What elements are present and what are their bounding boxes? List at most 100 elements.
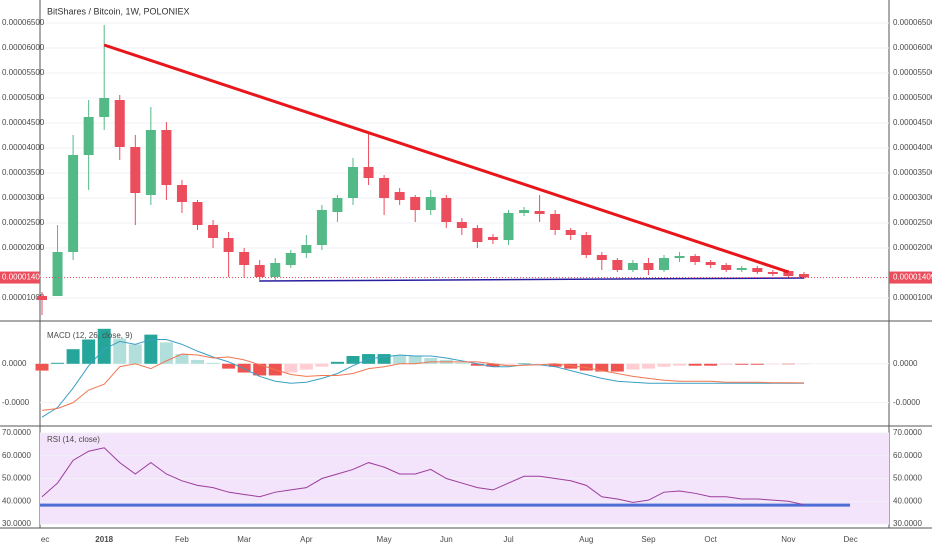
y-tick-label: 0.0000 [893, 359, 918, 368]
candle-body [394, 192, 405, 200]
x-tick-label: Mar [237, 535, 251, 544]
histogram-bar [377, 354, 391, 364]
x-tick-label: Jul [503, 535, 513, 544]
candle-body [208, 225, 219, 238]
trendline [259, 277, 804, 282]
histogram-bar [206, 362, 220, 364]
histogram-bar [455, 362, 469, 364]
candle-body [363, 167, 374, 178]
candle-body [83, 117, 94, 155]
histogram-bar [502, 363, 515, 365]
y-tick-label: 0.00003500 [2, 168, 45, 177]
histogram-bar [704, 363, 718, 366]
candle-body [68, 155, 79, 252]
histogram-bar [470, 363, 484, 366]
candle-body [690, 256, 701, 262]
candle-body [627, 263, 638, 270]
candle-body [596, 255, 607, 260]
histogram-bar [408, 356, 422, 364]
y-tick-label: 0.00004500 [893, 118, 932, 127]
candle-body [643, 263, 654, 270]
candle-body [550, 214, 561, 230]
last-price-badge [0, 271, 40, 284]
candle-body [612, 260, 623, 270]
candle-body [565, 230, 576, 235]
candle-body [161, 130, 172, 185]
candle-body [52, 252, 63, 296]
y-tick-label: 0.00001000 [893, 293, 932, 302]
candle-body [487, 237, 498, 240]
y-tick-label: 0.00003500 [893, 168, 932, 177]
candle-body [519, 210, 530, 213]
candle-body [301, 245, 312, 253]
histogram-bar [35, 363, 49, 371]
candle-body [99, 98, 110, 117]
x-tick-label: Dec [843, 535, 857, 544]
y-tick-label: 0.00006000 [2, 43, 45, 52]
histogram-bar [82, 339, 96, 364]
y-tick-label: 70.0000 [2, 428, 31, 437]
histogram-bar [128, 344, 142, 364]
histogram-bar [657, 363, 671, 367]
indicator-title: RSI (14, close) [47, 435, 100, 444]
y-tick-label: 0.0000 [2, 359, 27, 368]
candle-body [176, 185, 187, 202]
candle-body [674, 256, 685, 258]
candle-body [192, 202, 203, 225]
x-tick-label: 2018 [95, 535, 113, 544]
candle-body [410, 197, 421, 210]
y-tick-label: 50.0000 [2, 474, 31, 483]
y-tick-label: 0.00002000 [2, 243, 45, 252]
x-tick-label: Feb [175, 535, 189, 544]
histogram-bar [719, 363, 733, 365]
candle-body [752, 268, 763, 272]
candle-body [456, 222, 467, 228]
histogram-bar [330, 361, 344, 364]
histogram-bar [486, 363, 500, 367]
last-price-label: 0.00001409 [2, 273, 45, 282]
signal-line [41, 353, 804, 411]
candle-body [503, 213, 514, 240]
y-tick-label: 60.0000 [2, 451, 31, 460]
y-tick-label: 50.0000 [893, 474, 922, 483]
candle-body [767, 272, 778, 274]
x-tick-label: ec [41, 535, 49, 544]
candle-body [534, 211, 545, 214]
candle-body [705, 262, 716, 265]
y-tick-label: 60.0000 [893, 451, 922, 460]
x-tick-label: Aug [579, 535, 593, 544]
candle-body [285, 253, 296, 265]
x-tick-label: Apr [300, 535, 313, 544]
histogram-bar [299, 363, 313, 370]
y-tick-label: 0.00006000 [893, 43, 932, 52]
histogram-bar [346, 356, 360, 364]
y-tick-label: 0.00003000 [2, 193, 45, 202]
candle-body [379, 178, 390, 198]
candle-body [441, 198, 452, 222]
histogram-bar [113, 338, 127, 364]
histogram-bar [595, 363, 609, 372]
candle-body [783, 271, 794, 276]
candle-body [581, 235, 592, 255]
candle-body [721, 265, 732, 270]
histogram-bar [191, 359, 204, 364]
candle-body [145, 130, 156, 195]
y-tick-label: 0.00005500 [893, 68, 932, 77]
histogram-bar [222, 363, 236, 369]
x-tick-label: Jun [440, 535, 453, 544]
candle-body [37, 296, 47, 300]
histogram-bar [253, 363, 267, 376]
histogram-bar [548, 363, 562, 367]
histogram-bar [284, 363, 298, 373]
y-tick-label: 0.00003000 [893, 193, 932, 202]
y-tick-label: 70.0000 [893, 428, 922, 437]
y-tick-label: 0.00002500 [893, 218, 932, 227]
y-tick-label: 30.0000 [2, 519, 31, 528]
candle-body [270, 263, 281, 277]
y-tick-label: 0.00006500 [2, 18, 45, 27]
y-tick-label: 0.00004000 [2, 143, 45, 152]
candle-body [736, 268, 747, 270]
candle-body [659, 258, 669, 270]
y-tick-label: 30.0000 [893, 519, 922, 528]
